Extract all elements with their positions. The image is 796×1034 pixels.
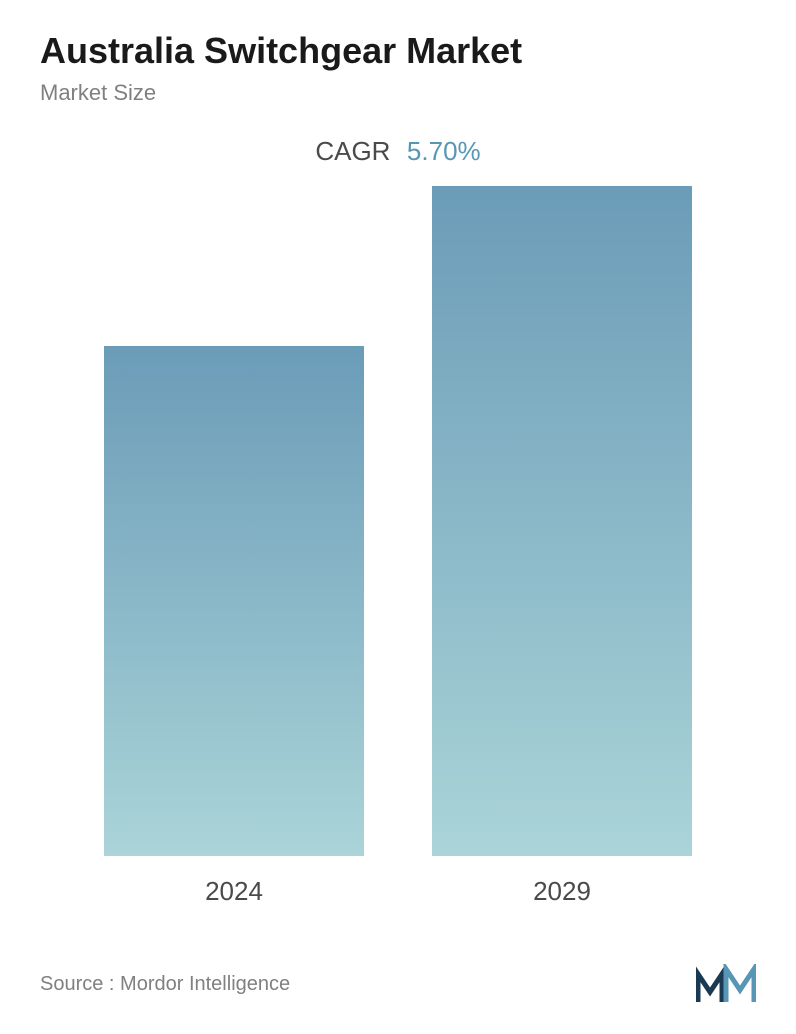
- mordor-logo-icon: [696, 964, 756, 1004]
- cagr-label: CAGR: [315, 136, 390, 166]
- page-title: Australia Switchgear Market: [40, 30, 756, 72]
- bar-label-2024: 2024: [205, 876, 263, 907]
- cagr-value: 5.70%: [407, 136, 481, 166]
- bar-label-2029: 2029: [533, 876, 591, 907]
- footer: Source : Mordor Intelligence: [40, 964, 756, 1004]
- bar-group-2029: 2029: [422, 186, 702, 907]
- source-text: Source : Mordor Intelligence: [40, 973, 290, 996]
- bar-2024: [104, 346, 364, 856]
- bar-group-2024: 2024: [94, 346, 374, 907]
- cagr-row: CAGR 5.70%: [40, 136, 756, 167]
- bar-2029: [432, 186, 692, 856]
- bar-chart: 2024 2029: [40, 187, 756, 907]
- page-subtitle: Market Size: [40, 80, 756, 106]
